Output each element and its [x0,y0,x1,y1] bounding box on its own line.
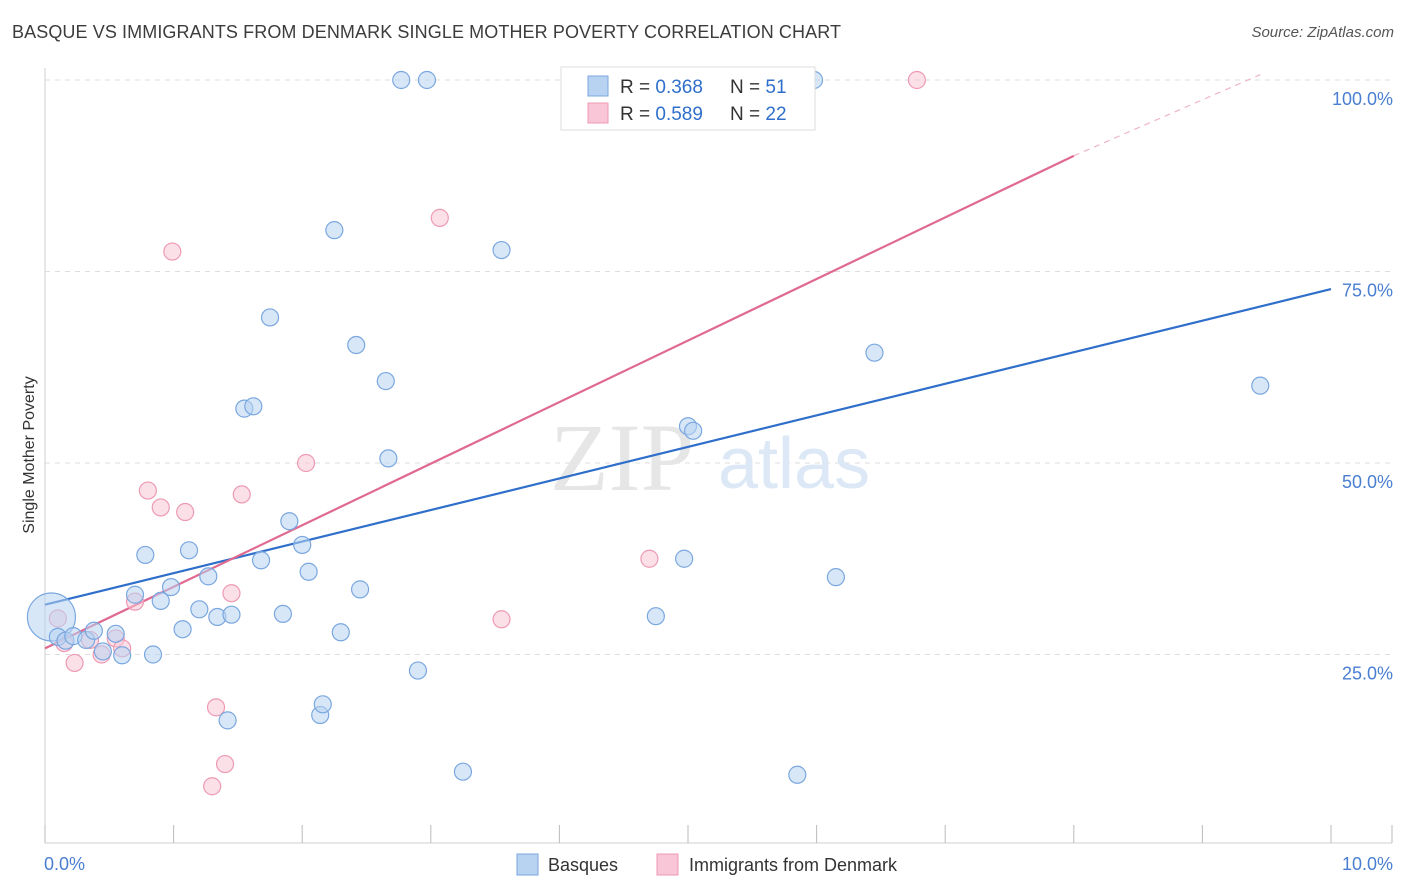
basques-point-24 [260,308,280,327]
watermark: ZIP atlas [550,404,870,511]
basques-point-39 [417,70,437,90]
basques-point-28 [299,562,318,581]
basques-point-23 [251,551,271,570]
basques-point-5 [84,621,103,640]
legend-swatch-denmark [587,102,609,124]
bottom-legend-swatch-basques [516,853,539,876]
basques-point-46 [788,765,807,784]
basques-point-48 [826,568,845,587]
bottom-legend-label-denmark: Immigrants from Denmark [689,855,898,875]
legend-n-value-1: 51 [765,77,786,98]
basques-point-30 [313,695,332,714]
basques-point-20 [218,711,237,730]
basques-point-19 [222,605,241,624]
legend-r-value-2: 0.589 [655,104,703,125]
denmark-point-17 [296,453,316,473]
denmark-point-11 [176,502,195,522]
basques-point-10 [136,545,155,565]
svg-text:N = 22: N = 22 [730,104,787,125]
stats-legend: R = 0.368 N = 51 R = 0.589 N = 22 [560,66,816,131]
series-legend: Basques Immigrants from Denmark [516,853,898,876]
basques-point-14 [173,620,192,639]
watermark-zip: ZIP [550,404,694,511]
legend-n-label-2: N = [730,104,765,125]
basques-point-17 [199,567,218,586]
denmark-trend-extension [1073,74,1261,157]
y-tick-labels: 25.0% 50.0% 75.0% 100.0% [1332,89,1393,684]
basques-point-11 [143,645,163,664]
denmark-point-9 [151,498,170,517]
legend-r-label-1: R = [620,77,655,98]
bottom-legend-swatch-denmark [656,853,679,876]
basques-point-8 [113,646,132,665]
basques-point-7 [106,624,125,643]
basques-point-38 [408,661,428,680]
denmark-point-16 [232,485,251,504]
denmark-point-15 [222,584,241,603]
chart-title: BASQUE VS IMMIGRANTS FROM DENMARK SINGLE… [12,22,842,42]
basques-point-36 [379,449,398,468]
basques-point-34 [350,580,370,599]
y-tick-label-1: 50.0% [1342,472,1393,492]
y-tick-label-3: 100.0% [1332,89,1393,109]
basques-point-35 [376,371,395,391]
legend-swatch-basques [587,75,609,97]
denmark-point-18 [430,208,449,227]
legend-r-value-1: 0.368 [655,77,703,98]
basques-point-12 [151,591,170,610]
basques-point-33 [347,335,366,355]
data-points [26,70,1270,796]
legend-r-label-2: R = [620,104,655,125]
denmark-trend-line [44,154,1075,650]
basques-point-27 [293,535,312,555]
basques-point-42 [646,607,665,626]
basques-point-26 [280,512,299,531]
y-tick-label-2: 75.0% [1342,281,1393,301]
source-credit: Source: ZipAtlas.com [1251,24,1394,41]
x-tick-label-1: 10.0% [1342,854,1393,874]
denmark-point-10 [163,242,182,261]
basques-point-31 [325,221,344,240]
gridlines [45,79,1392,655]
svg-text:R = 0.589: R = 0.589 [620,104,703,125]
basques-point-13 [161,577,181,597]
x-tick-labels: 0.0% 10.0% [44,854,1393,874]
denmark-point-14 [215,754,235,774]
x-tick-label-0: 0.0% [44,854,85,874]
basques-point-41 [492,240,511,260]
basques-point-40 [453,762,473,781]
basques-point-49 [865,343,884,362]
basques-point-16 [190,600,209,619]
basques-point-32 [331,623,350,642]
svg-text:N = 51: N = 51 [730,77,787,98]
basques-point-50 [1251,376,1270,395]
denmark-point-2 [65,653,84,673]
basques-point-9 [125,585,145,604]
denmark-point-12 [203,777,222,796]
basques-point-37 [392,70,411,90]
denmark-point-20 [640,549,659,568]
axes [44,68,1393,844]
basques-point-45 [684,421,703,440]
svg-text:R = 0.368: R = 0.368 [620,77,703,98]
basques-point-15 [179,541,199,560]
basques-point-25 [273,604,293,624]
legend-n-value-2: 22 [765,104,786,125]
bottom-legend-label-basques: Basques [548,855,618,875]
watermark-atlas: atlas [718,424,870,504]
legend-n-label-1: N = [730,77,765,98]
basques-point-43 [675,549,694,568]
denmark-point-21 [907,70,927,90]
basques-point-22 [244,397,263,416]
denmark-point-8 [138,481,157,500]
basques-point-6 [93,642,112,661]
denmark-point-13 [206,698,226,717]
y-tick-label-0: 25.0% [1342,664,1393,684]
denmark-point-19 [492,610,511,629]
y-axis-label: Single Mother Poverty [21,376,38,533]
